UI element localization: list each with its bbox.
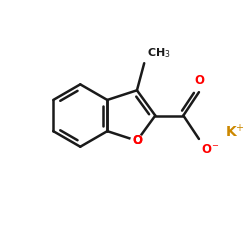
Text: K$^{+}$: K$^{+}$ (226, 123, 245, 140)
Text: O: O (132, 134, 142, 147)
Text: O: O (194, 74, 204, 88)
Circle shape (131, 135, 143, 147)
Text: O$^{-}$: O$^{-}$ (201, 143, 219, 156)
Text: CH$_3$: CH$_3$ (147, 46, 171, 60)
Text: O: O (132, 134, 142, 147)
